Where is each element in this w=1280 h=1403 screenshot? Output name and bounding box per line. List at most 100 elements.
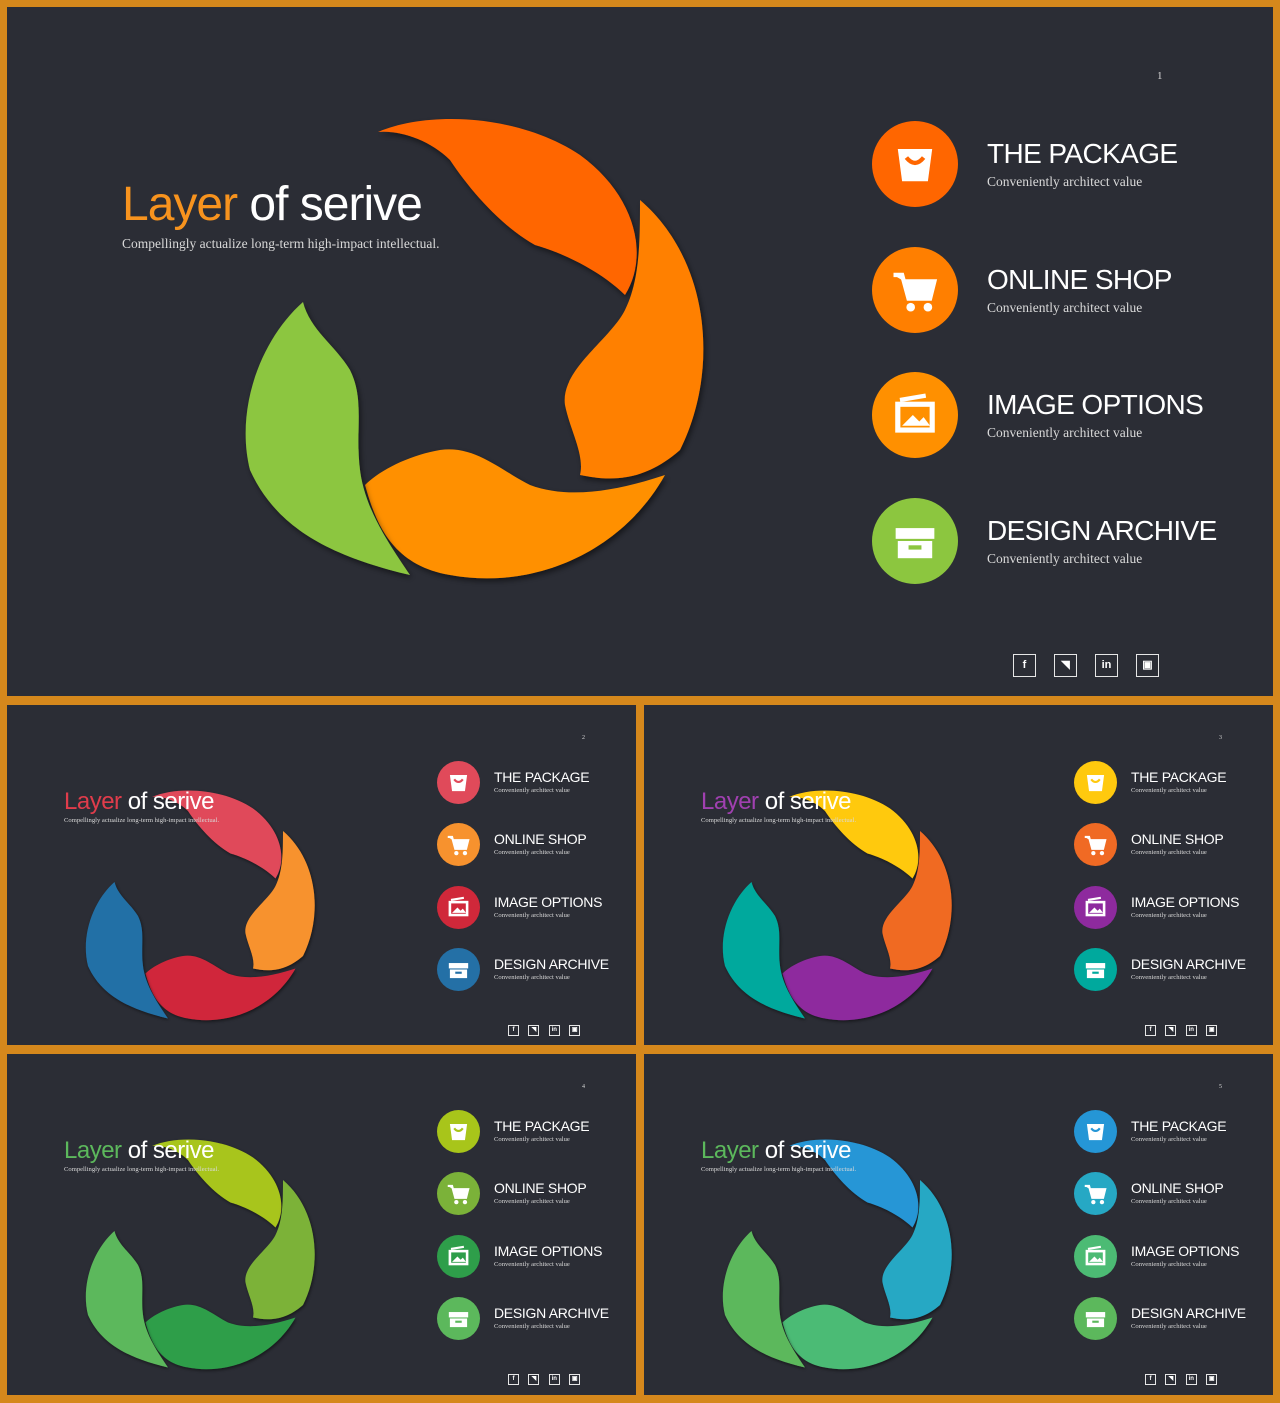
item-icon-circle	[872, 372, 958, 458]
image-icon	[1085, 1245, 1106, 1265]
item-label: DESIGN ARCHIVE	[1131, 1304, 1246, 1321]
twitter-icon[interactable]: ◥	[528, 1374, 540, 1385]
slide-title: Layer of serive	[701, 788, 851, 816]
item-label: THE PACKAGE	[494, 1118, 590, 1134]
list-item-archive[interactable]: DESIGN ARCHIVE Conveniently architect val…	[1074, 947, 1246, 991]
item-icon-circle	[1074, 1296, 1117, 1340]
slide-title-rest: of serive	[121, 788, 215, 815]
instagram-icon[interactable]: ▣	[569, 1025, 581, 1036]
list-item-bag[interactable]: THE PACKAGE Conveniently architect value	[437, 1110, 607, 1153]
slide-title-rest: of serive	[121, 1137, 215, 1164]
linkedin-icon[interactable]: in	[1185, 1025, 1197, 1036]
slide-title-rest: of serive	[237, 178, 422, 231]
swirl-petal-2	[882, 831, 952, 971]
item-icon-circle	[1074, 823, 1117, 867]
swirl-petal-3	[782, 1304, 933, 1370]
slide-subtitle: Compellingly actualize long-term high-im…	[122, 236, 440, 251]
item-label: IMAGE OPTIONS	[987, 389, 1204, 420]
facebook-icon[interactable]: f	[1145, 1025, 1156, 1036]
item-subtitle: Conveniently architect value	[987, 550, 1143, 566]
list-item-bag[interactable]: THE PACKAGE Conveniently architect value	[1074, 1110, 1244, 1153]
item-label: ONLINE SHOP	[1131, 1180, 1224, 1197]
swirl-graphic	[85, 790, 315, 1021]
slide-2: 2 Layer of serive Compellingly actualize l…	[7, 705, 636, 1045]
swirl-petal-1	[152, 1139, 282, 1228]
list-item-bag[interactable]: THE PACKAGE Conveniently architect value	[437, 761, 607, 804]
swirl-petal-1	[789, 790, 919, 879]
facebook-icon[interactable]: f	[1145, 1374, 1156, 1385]
item-icon-circle	[1074, 1110, 1117, 1153]
list-item-archive[interactable]: DESIGN ARCHIVE Conveniently architect val…	[872, 497, 1217, 584]
item-subtitle: Conveniently architect value	[1131, 1198, 1207, 1206]
list-item-image[interactable]: IMAGE OPTIONS Conveniently architect valu…	[437, 885, 607, 929]
list-item-archive[interactable]: DESIGN ARCHIVE Conveniently architect val…	[437, 1296, 609, 1340]
archive-icon	[895, 527, 935, 558]
item-subtitle: Conveniently architect value	[1131, 973, 1207, 981]
item-label: DESIGN ARCHIVE	[987, 514, 1217, 546]
item-label: ONLINE SHOP	[1131, 831, 1224, 848]
item-subtitle: Conveniently architect value	[1131, 1260, 1207, 1268]
linkedin-icon[interactable]: in	[1185, 1374, 1197, 1385]
item-icon-circle	[1074, 761, 1117, 804]
swirl-petal-2	[245, 1180, 315, 1320]
list-item-image[interactable]: IMAGE OPTIONS Conveniently architect valu…	[1074, 885, 1244, 929]
list-item-cart[interactable]: ONLINE SHOP Conveniently architect value	[872, 246, 1192, 333]
list-item-image[interactable]: IMAGE OPTIONS Conveniently architect valu…	[1074, 1234, 1244, 1278]
swirl-petal-1	[378, 119, 637, 296]
image-icon	[895, 393, 935, 433]
image-icon	[448, 1245, 469, 1265]
image-icon	[1085, 896, 1106, 916]
list-item-archive[interactable]: DESIGN ARCHIVE Conveniently architect val…	[437, 947, 609, 991]
instagram-icon[interactable]: ▣	[1136, 654, 1159, 677]
list-item-bag[interactable]: THE PACKAGE Conveniently architect value	[1074, 761, 1244, 804]
linkedin-icon[interactable]: in	[548, 1374, 560, 1385]
linkedin-icon[interactable]: in	[1095, 654, 1118, 677]
slide-title-accent: Layer	[701, 788, 759, 815]
page-number: 2	[582, 735, 585, 741]
list-item-cart[interactable]: ONLINE SHOP Conveniently architect value	[437, 823, 607, 867]
list-item-archive[interactable]: DESIGN ARCHIVE Conveniently architect val…	[1074, 1296, 1246, 1340]
list-item-cart[interactable]: ONLINE SHOP Conveniently architect value	[1074, 823, 1244, 867]
slide-3: 3 Layer of serive Compellingly actualize l…	[644, 705, 1273, 1045]
slide-title: Layer of serive	[64, 1137, 214, 1165]
facebook-icon[interactable]: f	[508, 1374, 519, 1385]
swirl-petal-4	[722, 1231, 805, 1368]
item-subtitle: Conveniently architect value	[494, 973, 570, 981]
list-item-cart[interactable]: ONLINE SHOP Conveniently architect value	[437, 1172, 607, 1216]
list-item-image[interactable]: IMAGE OPTIONS Conveniently architect valu…	[872, 372, 1204, 458]
item-subtitle: Conveniently architect value	[987, 174, 1143, 189]
instagram-icon[interactable]: ▣	[1206, 1025, 1218, 1036]
item-label: THE PACKAGE	[1131, 1118, 1227, 1134]
item-subtitle: Conveniently architect value	[494, 911, 570, 919]
item-subtitle: Conveniently architect value	[1131, 1322, 1207, 1330]
item-subtitle: Conveniently architect value	[494, 849, 570, 857]
swirl-petal-2	[564, 200, 704, 479]
cart-icon	[1084, 1185, 1107, 1205]
instagram-icon[interactable]: ▣	[1206, 1374, 1218, 1385]
item-icon-circle	[1074, 885, 1117, 929]
item-icon-circle	[437, 1110, 480, 1153]
archive-icon	[1085, 962, 1106, 978]
item-icon-circle	[437, 1296, 480, 1340]
list-item-cart[interactable]: ONLINE SHOP Conveniently architect value	[1074, 1172, 1244, 1216]
item-subtitle: Conveniently architect value	[494, 1198, 570, 1206]
twitter-icon[interactable]: ◥	[1165, 1374, 1177, 1385]
slide-title: Layer of serive	[64, 788, 214, 816]
swirl-petal-3	[145, 1304, 296, 1370]
slide-title-accent: Layer	[122, 178, 238, 231]
item-icon-circle	[437, 761, 480, 804]
twitter-icon[interactable]: ◥	[1054, 654, 1077, 677]
item-icon-circle	[1074, 947, 1117, 991]
facebook-icon[interactable]: f	[1013, 654, 1036, 677]
twitter-icon[interactable]: ◥	[1165, 1025, 1177, 1036]
list-item-image[interactable]: IMAGE OPTIONS Conveniently architect valu…	[437, 1234, 607, 1278]
swirl-petal-4	[85, 882, 168, 1019]
item-subtitle: Conveniently architect value	[494, 1260, 570, 1268]
cart-icon	[447, 836, 470, 856]
linkedin-icon[interactable]: in	[548, 1025, 560, 1036]
twitter-icon[interactable]: ◥	[528, 1025, 540, 1036]
instagram-icon[interactable]: ▣	[569, 1374, 581, 1385]
item-icon-circle	[437, 885, 480, 929]
list-item-bag[interactable]: THE PACKAGE Conveniently architect value	[872, 121, 1192, 207]
facebook-icon[interactable]: f	[508, 1025, 519, 1036]
